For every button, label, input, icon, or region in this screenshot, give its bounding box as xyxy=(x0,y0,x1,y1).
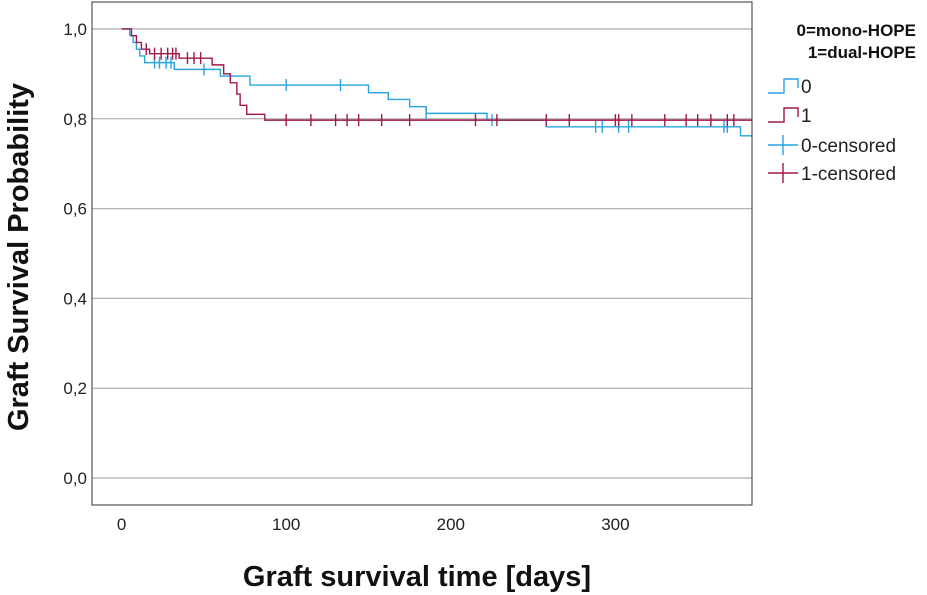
x-tick-label: 0 xyxy=(117,515,126,534)
x-tick-labels: 0 100 200 300 xyxy=(117,515,630,534)
legend-label: 0 xyxy=(801,77,812,98)
y-tick-label: 0,0 xyxy=(63,469,87,488)
legend-label: 0-censored xyxy=(801,136,896,157)
legend-label: 1-censored xyxy=(801,164,896,185)
plot-frame xyxy=(91,1,753,506)
x-axis-title: Graft survival time [days] xyxy=(243,561,591,593)
legend-swatch-line xyxy=(768,78,799,94)
y-tick-label: 0,2 xyxy=(63,379,87,398)
legend-swatch-line xyxy=(768,107,799,123)
x-tick-label: 100 xyxy=(272,515,300,534)
series-layer xyxy=(121,28,752,137)
y-tick-label: 0,8 xyxy=(63,110,87,129)
y-tick-label: 0,4 xyxy=(63,289,87,308)
y-axis-title: Graft Survival Probability xyxy=(3,83,35,431)
legend-label: 1 xyxy=(801,106,812,127)
y-tick-label: 0,6 xyxy=(63,200,87,219)
survival-line-0 xyxy=(121,28,752,137)
legend: 0=mono-HOPE 1=dual-HOPE 0 1 0-censored 1-ce… xyxy=(768,21,916,185)
legend-title-line1: 0=mono-HOPE xyxy=(797,21,917,40)
y-tick-labels: 0,0 0,2 0,4 0,6 0,8 1,0 xyxy=(63,20,87,488)
y-tick-label: 1,0 xyxy=(63,20,87,39)
legend-title-line2: 1=dual-HOPE xyxy=(808,43,916,62)
x-tick-label: 200 xyxy=(437,515,465,534)
gridlines xyxy=(92,28,752,479)
legend-entries: 0 1 0-censored 1-censored xyxy=(768,77,896,185)
x-tick-label: 300 xyxy=(601,515,629,534)
survival-line-1 xyxy=(121,28,752,121)
